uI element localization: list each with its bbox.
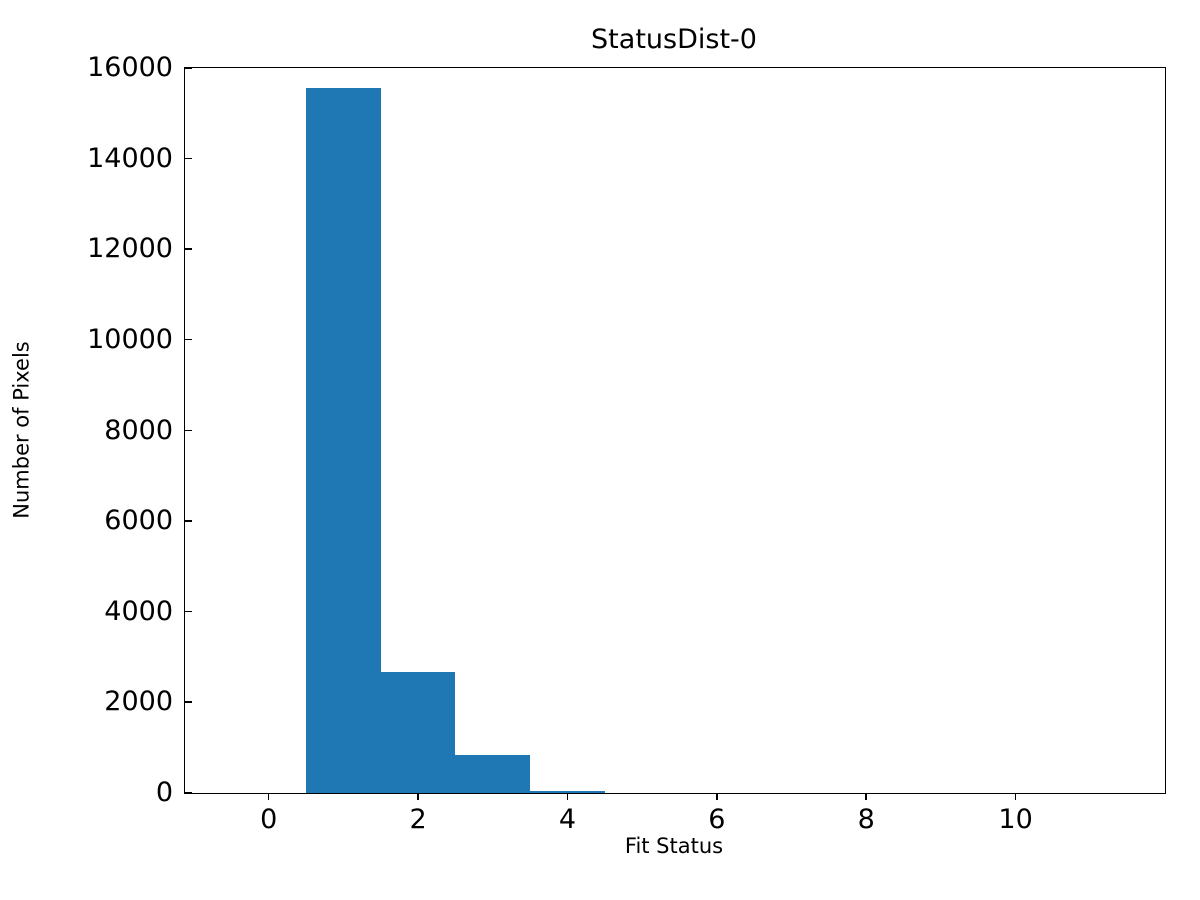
chart-title: StatusDist-0 xyxy=(591,24,757,55)
y-tick-label: 0 xyxy=(155,777,173,808)
y-tick-mark xyxy=(185,610,192,613)
y-tick-label: 14000 xyxy=(87,142,173,174)
x-tick-mark xyxy=(417,793,419,800)
histogram-bars xyxy=(185,68,1165,793)
y-tick-mark xyxy=(185,429,192,432)
x-tick-label: 8 xyxy=(857,804,875,835)
x-tick-label: 2 xyxy=(409,804,427,835)
x-tick-label: 4 xyxy=(558,804,577,835)
y-tick-mark xyxy=(185,157,192,160)
histogram-bar xyxy=(530,790,605,793)
histogram-bar xyxy=(455,754,531,793)
y-tick-mark xyxy=(185,338,192,341)
histogram-bar xyxy=(306,88,381,793)
y-tick-mark xyxy=(185,701,192,703)
x-tick-label: 10 xyxy=(998,804,1033,835)
x-tick-label: 6 xyxy=(708,804,726,835)
x-tick-mark xyxy=(566,793,569,800)
x-tick-label: 0 xyxy=(260,804,278,835)
y-tick-mark xyxy=(185,520,192,522)
x-axis-label: Fit Status xyxy=(624,834,724,858)
x-tick-mark xyxy=(267,793,270,800)
y-tick-label: 10000 xyxy=(87,323,173,355)
y-axis-label-wrap: Number of Pixels xyxy=(0,67,44,792)
x-tick-mark xyxy=(865,793,868,800)
y-tick-label: 2000 xyxy=(104,686,173,718)
y-tick-label: 4000 xyxy=(104,595,173,627)
x-tick-mark xyxy=(1014,793,1017,800)
y-tick-label: 8000 xyxy=(104,414,173,446)
y-tick-label: 12000 xyxy=(87,233,173,265)
y-tick-mark xyxy=(185,792,192,794)
y-axis-label: Number of Pixels xyxy=(9,340,34,519)
plot-area: 0 2000 4000 6000 8000 10000 12000 14000 16000 0 2… xyxy=(87,52,1166,835)
y-tick-label: 6000 xyxy=(104,505,173,537)
y-tick-mark xyxy=(185,67,192,69)
y-tick-mark xyxy=(185,248,192,250)
y-tick-label: 16000 xyxy=(87,52,173,83)
x-tick-mark xyxy=(716,793,718,800)
histogram-bar xyxy=(380,672,456,793)
